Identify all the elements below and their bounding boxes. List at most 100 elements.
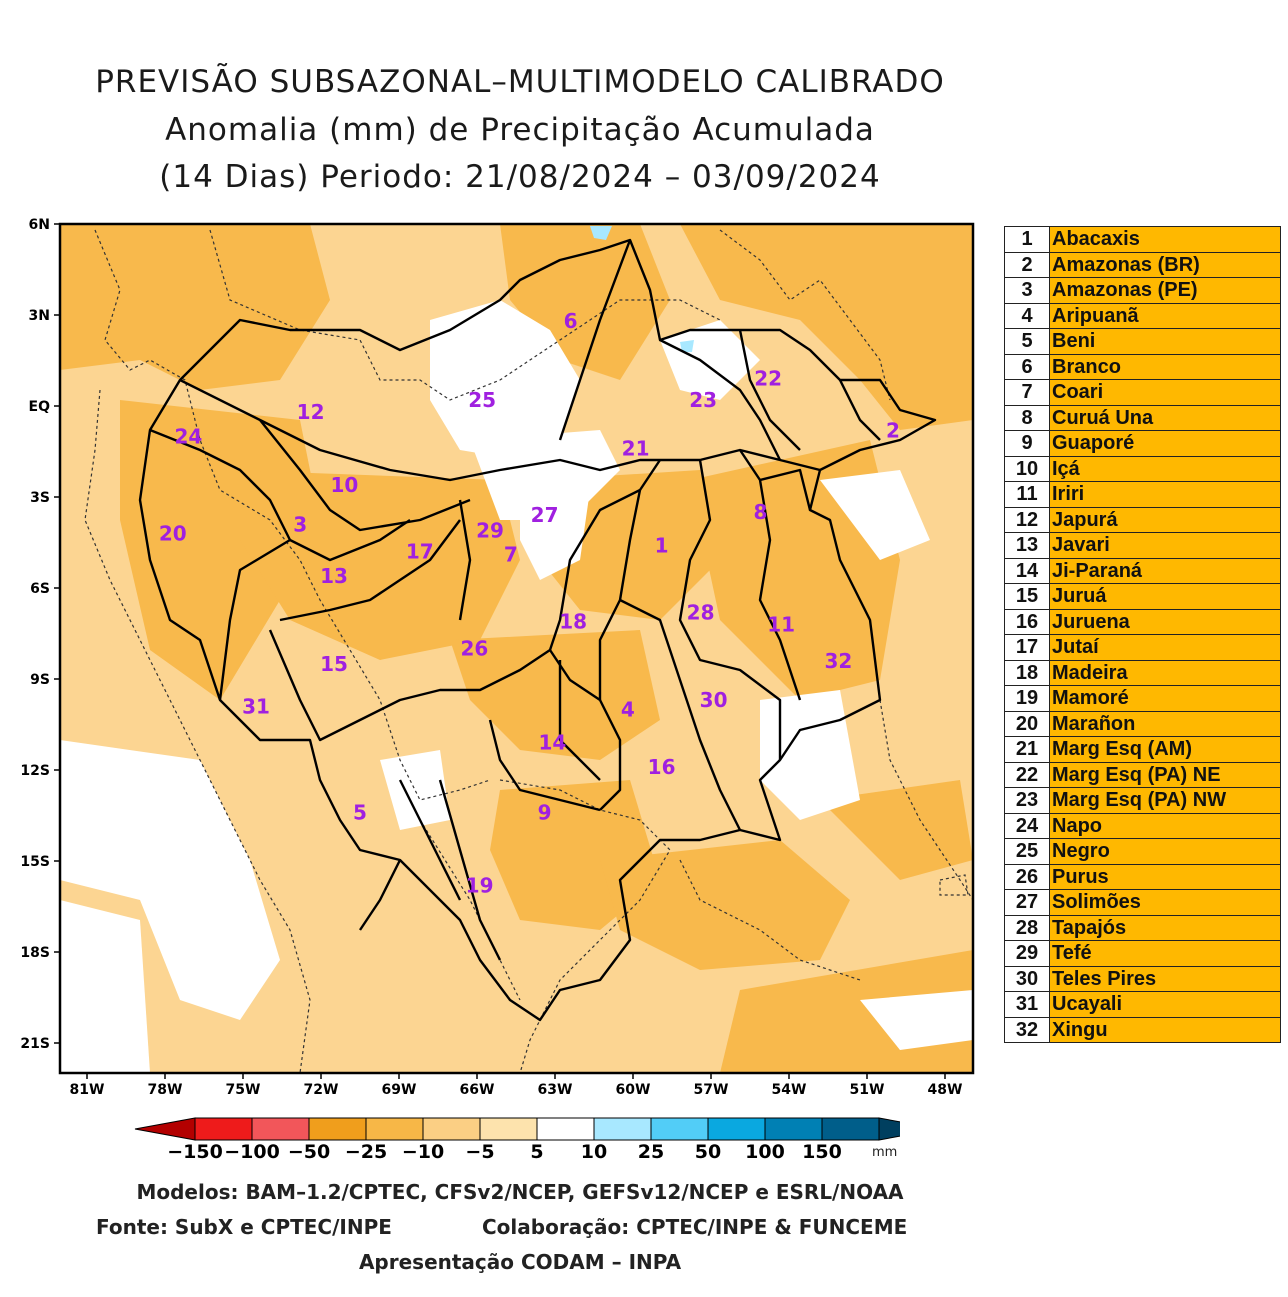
legend-basin-name: Amazonas (BR): [1049, 251, 1281, 278]
legend-row: 19 Mamoré: [1004, 685, 1281, 712]
legend-basin-name: Curuá Una: [1049, 404, 1281, 431]
basin-label-31: 31: [242, 694, 270, 718]
colorbar-tick-label: −25: [345, 1141, 387, 1163]
legend-basin-name: Iriri: [1049, 481, 1281, 508]
legend-basin-name: Ji-Paraná: [1049, 557, 1281, 584]
basin-label-28: 28: [687, 600, 715, 624]
basin-label-15: 15: [320, 652, 348, 676]
colorbar-unit: mm: [872, 1145, 897, 1160]
basin-label-7: 7: [504, 543, 518, 567]
credits-source: Fonte: SubX e CPTEC/INPE: [96, 1215, 392, 1239]
legend-row: 28 Tapajós: [1004, 914, 1281, 941]
legend-basin-name: Juruena: [1049, 608, 1281, 635]
lat-label: 6N: [29, 217, 50, 233]
legend-number: 21: [1004, 736, 1050, 763]
lat-label: EQ: [29, 399, 51, 415]
anomaly-field: [60, 224, 973, 1073]
legend-basin-name: Solimões: [1049, 889, 1281, 916]
legend-row: 13 Javari: [1004, 532, 1281, 559]
colorbar-cell: [650, 1117, 709, 1141]
lon-label: 57W: [694, 1082, 729, 1098]
legend-row: 24 Napo: [1004, 812, 1281, 839]
lon-label: 66W: [460, 1082, 495, 1098]
lat-label: 21S: [20, 1036, 50, 1052]
legend-number: 20: [1004, 710, 1050, 737]
legend-row: 22 Marg Esq (PA) NE: [1004, 761, 1281, 788]
colorbar-cell: [422, 1117, 481, 1141]
legend-number: 16: [1004, 608, 1050, 635]
colorbar-cell: [707, 1117, 766, 1141]
legend-row: 10 Içá: [1004, 455, 1281, 482]
lat-label: 9S: [30, 672, 50, 688]
legend-row: 32 Xingu: [1004, 1016, 1281, 1043]
legend-row: 5 Beni: [1004, 328, 1281, 355]
colorbar-cell: [536, 1117, 595, 1141]
colorbar-cell: [821, 1117, 880, 1141]
legend-basin-name: Jutaí: [1049, 634, 1281, 661]
legend-row: 26 Purus: [1004, 863, 1281, 890]
legend-row: 25 Negro: [1004, 838, 1281, 865]
legend-row: 20 Marañon: [1004, 710, 1281, 737]
legend-row: 3 Amazonas (PE): [1004, 277, 1281, 304]
colorbar-tick-label: 150: [802, 1141, 842, 1163]
basin-label-9: 9: [538, 800, 552, 824]
legend-number: 22: [1004, 761, 1050, 788]
legend-basin-name: Marg Esq (AM): [1049, 736, 1281, 763]
basin-label-25: 25: [468, 388, 496, 412]
colorbar-min-arrow: [134, 1117, 196, 1141]
lat-label: 6S: [30, 581, 50, 597]
lon-label: 60W: [616, 1082, 651, 1098]
legend-row: 27 Solimões: [1004, 889, 1281, 916]
legend-row: 14 Ji-Paraná: [1004, 557, 1281, 584]
basin-label-30: 30: [700, 688, 728, 712]
legend-row: 4 Aripuanã: [1004, 302, 1281, 329]
legend-number: 4: [1004, 302, 1050, 329]
legend-number: 32: [1004, 1016, 1050, 1043]
basin-label-24: 24: [174, 424, 202, 448]
legend-number: 28: [1004, 914, 1050, 941]
legend-row: 11 Iriri: [1004, 481, 1281, 508]
colorbar: −150 −100 −50 −25 −10 −5 5 10 25 50 100 150 mm: [134, 1117, 900, 1163]
legend-number: 19: [1004, 685, 1050, 712]
map-title: PREVISÃO SUBSAZONAL–MULTIMODELO CALIBRAD…: [95, 64, 945, 100]
colorbar-tick-label: −5: [465, 1141, 494, 1163]
colorbar-tick-label: 5: [530, 1141, 543, 1163]
basin-legend-table: 1 Abacaxis 2 Amazonas (BR) 3 Amazonas (PE) 4 Ar…: [1004, 226, 1281, 1043]
colorbar-cell: [308, 1117, 367, 1141]
legend-row: 2 Amazonas (BR): [1004, 251, 1281, 278]
colorbar-cell: [593, 1117, 652, 1141]
legend-number: 9: [1004, 430, 1050, 457]
credits-collaboration: Colaboração: CPTEC/INPE & FUNCEME: [482, 1215, 908, 1239]
legend-number: 8: [1004, 404, 1050, 431]
map-period: (14 Dias) Periodo: 21/08/2024 – 03/09/20…: [159, 159, 881, 195]
colorbar-cell: [365, 1117, 424, 1141]
legend-row: 9 Guaporé: [1004, 430, 1281, 457]
legend-number: 1: [1004, 226, 1050, 253]
legend-number: 23: [1004, 787, 1050, 814]
legend-number: 6: [1004, 353, 1050, 380]
basin-label-4: 4: [621, 697, 635, 721]
legend-basin-name: Madeira: [1049, 659, 1281, 686]
colorbar-tick-label: 10: [581, 1141, 607, 1163]
basin-label-17: 17: [406, 540, 434, 564]
basin-label-10: 10: [330, 473, 358, 497]
basin-label-23: 23: [689, 388, 717, 412]
legend-basin-name: Abacaxis: [1049, 226, 1281, 253]
legend-number: 29: [1004, 940, 1050, 967]
legend-basin-name: Ucayali: [1049, 991, 1281, 1018]
lat-label: 3N: [29, 308, 50, 324]
legend-number: 15: [1004, 583, 1050, 610]
legend-basin-name: Teles Pires: [1049, 965, 1281, 992]
legend-basin-name: Coari: [1049, 379, 1281, 406]
basin-outlines: [138, 238, 937, 1022]
legend-basin-name: Tapajós: [1049, 914, 1281, 941]
legend-number: 24: [1004, 812, 1050, 839]
legend-number: 17: [1004, 634, 1050, 661]
legend-basin-name: Aripuanã: [1049, 302, 1281, 329]
legend-number: 10: [1004, 455, 1050, 482]
map-frame: [58, 222, 975, 1075]
legend-row: 12 Japurá: [1004, 506, 1281, 533]
legend-basin-name: Negro: [1049, 838, 1281, 865]
credits-models: Modelos: BAM–1.2/CPTEC, CFSv2/NCEP, GEFS…: [136, 1180, 904, 1204]
basin-label-32: 32: [824, 649, 852, 673]
